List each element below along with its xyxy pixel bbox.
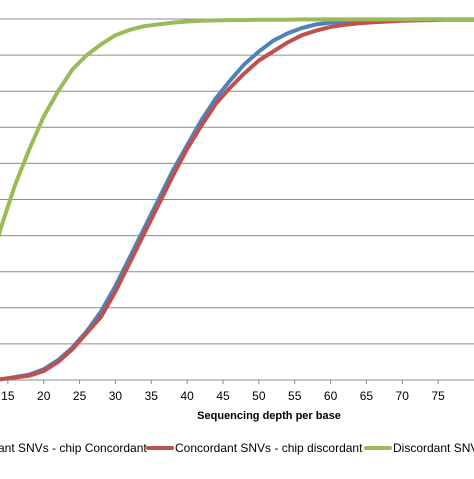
x-tick-label-1: 20 [37, 389, 51, 403]
x-tick-label-6: 45 [216, 389, 230, 403]
x-tick-label-12: 75 [431, 389, 445, 403]
legend-label-1: Concordant SNVs - chip discordant [175, 441, 363, 455]
x-tick-label-0: 15 [1, 389, 15, 403]
series-lines [0, 17, 474, 382]
x-tick-label-9: 60 [324, 389, 338, 403]
x-tick-label-4: 35 [145, 389, 159, 403]
x-tick-label-3: 30 [109, 389, 123, 403]
x-tick-label-10: 65 [360, 389, 374, 403]
series-line-2 [0, 17, 474, 239]
legend: ant SNVs - chip Concordant Concordant SNV… [0, 441, 474, 455]
x-axis-label: Sequencing depth per base [197, 410, 341, 422]
x-tick-label-5: 40 [180, 389, 194, 403]
x-tick-label-7: 50 [252, 389, 266, 403]
x-axis [0, 379, 474, 384]
legend-label-0: ant SNVs - chip Concordant [0, 441, 147, 455]
legend-label-2: Discordant SNVs - [393, 441, 474, 455]
gridlines [0, 18, 474, 345]
x-tick-label-2: 25 [73, 389, 87, 403]
x-tick-labels: 15 20 25 30 35 40 45 50 55 60 65 70 75 [1, 389, 445, 403]
x-tick-label-11: 70 [396, 389, 410, 403]
x-tick-label-8: 55 [288, 389, 302, 403]
